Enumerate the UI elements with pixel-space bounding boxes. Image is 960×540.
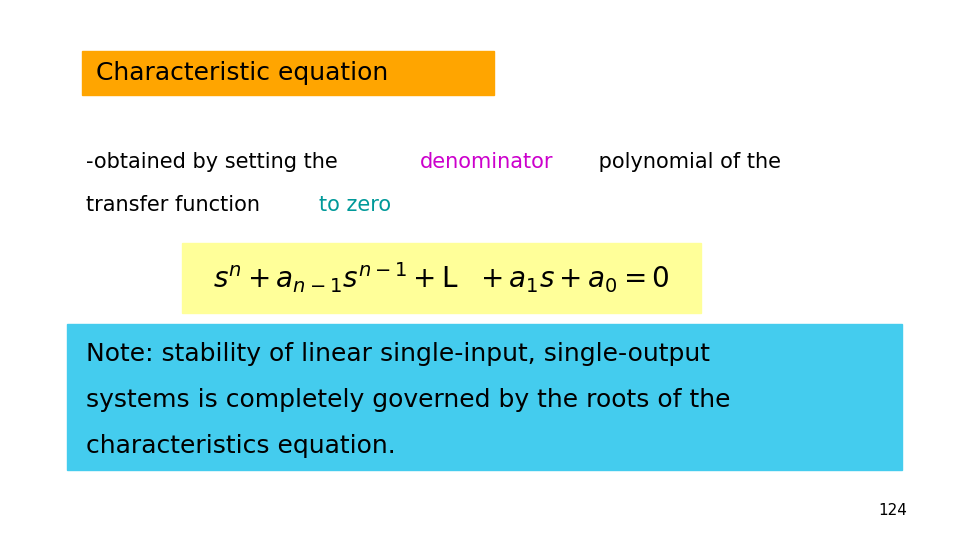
FancyBboxPatch shape (182, 243, 701, 313)
Text: Characteristic equation: Characteristic equation (96, 61, 388, 85)
Text: Note: stability of linear single-input, single-output: Note: stability of linear single-input, … (86, 342, 710, 366)
FancyBboxPatch shape (67, 324, 902, 470)
Text: -obtained by setting the: -obtained by setting the (86, 152, 345, 172)
Text: denominator: denominator (420, 152, 553, 172)
Text: to zero: to zero (320, 195, 392, 215)
Text: transfer function: transfer function (86, 195, 267, 215)
Text: systems is completely governed by the roots of the: systems is completely governed by the ro… (86, 388, 731, 411)
FancyBboxPatch shape (82, 51, 494, 94)
Text: polynomial of the: polynomial of the (592, 152, 781, 172)
Text: 124: 124 (878, 503, 907, 518)
Text: characteristics equation.: characteristics equation. (86, 434, 396, 457)
Text: $s^{n} + a_{n-1}s^{n-1} +\mathrm{L}\ \ + a_1 s + a_0 = 0$: $s^{n} + a_{n-1}s^{n-1} +\mathrm{L}\ \ +… (213, 261, 670, 295)
